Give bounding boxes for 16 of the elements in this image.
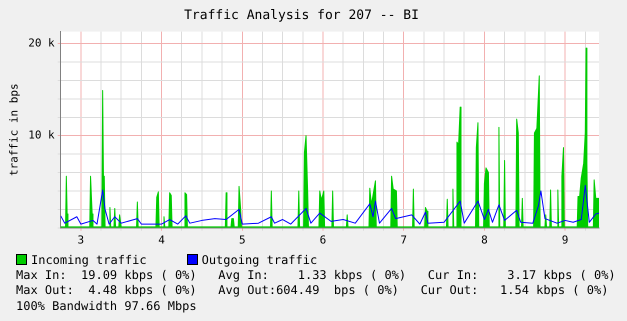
- legend-label: Outgoing traffic: [200, 253, 318, 267]
- y-tick-label: 10 k: [28, 128, 56, 142]
- x-tick-label: 5: [238, 233, 246, 246]
- x-tick-label: 9: [562, 233, 568, 246]
- text: Max In: 19.09 kbps ( 0%) Avg In: 1.33 kbps ( 0%) Cur In: 3.17 kbps ( 0%): [16, 268, 616, 284]
- x-tick-label: 4: [158, 233, 166, 246]
- text: Max Out: 4.48 kbps ( 0%) Avg Out:604.49 bps ( 0%) Cur Out: 1.54 kbps ( 0%): [16, 283, 610, 299]
- text: 100% Bandwidth 97.66 Mbps: [16, 298, 198, 314]
- x-tick-label: 8: [481, 233, 488, 246]
- y-tick-label: 20 k: [28, 36, 56, 50]
- chart-title: Traffic Analysis for 207 -- BI: [184, 8, 419, 24]
- x-tick-label: 7: [400, 233, 408, 246]
- x-tick-label: 3: [78, 233, 84, 246]
- x-tick-label: 6: [320, 233, 326, 246]
- y-axis-title: traffic in bps: [7, 83, 20, 176]
- legend-label: Incoming traffic: [30, 253, 147, 267]
